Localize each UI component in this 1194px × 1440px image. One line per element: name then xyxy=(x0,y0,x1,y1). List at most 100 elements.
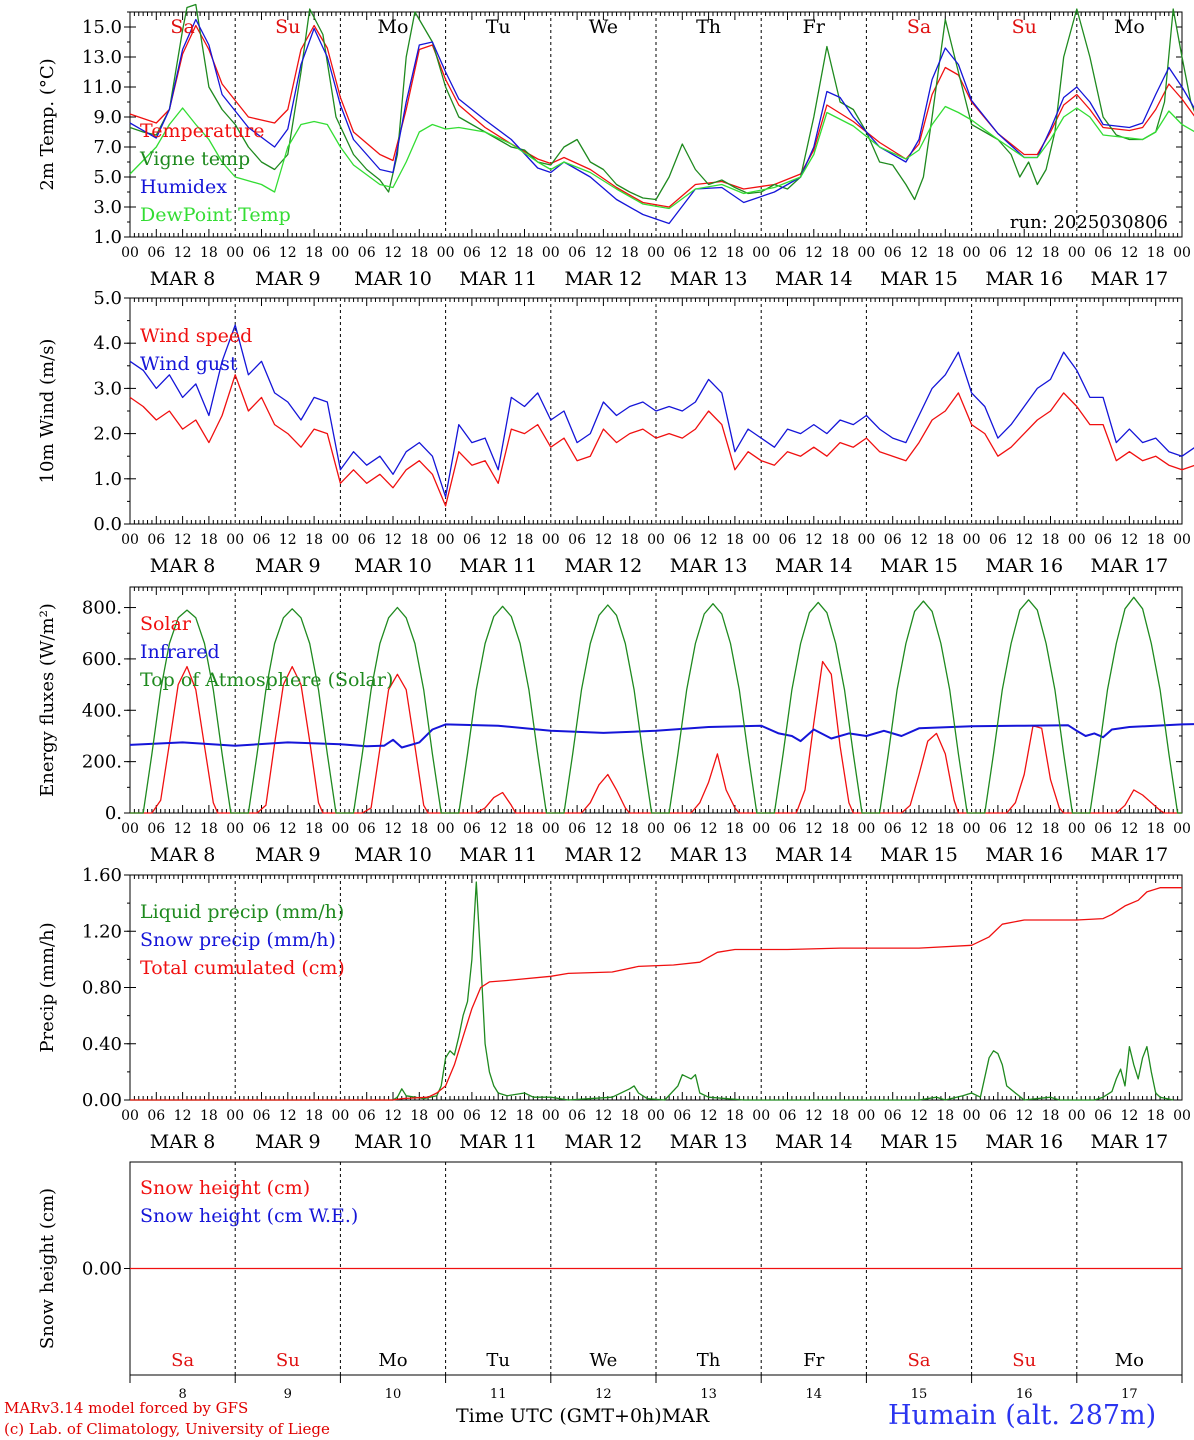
hour-label: 12 xyxy=(910,245,928,261)
hour-label: 06 xyxy=(147,532,165,548)
hour-label: 12 xyxy=(1015,532,1033,548)
series-line-red xyxy=(130,660,1182,814)
hour-label: 00 xyxy=(1068,1108,1086,1124)
hour-label: 18 xyxy=(516,821,534,837)
hour-label: 00 xyxy=(963,821,981,837)
hour-label: 00 xyxy=(857,245,875,261)
hour-label: 12 xyxy=(279,245,297,261)
hour-label: 00 xyxy=(226,1108,244,1124)
hour-label: 06 xyxy=(568,245,586,261)
hour-label: 06 xyxy=(253,532,271,548)
hour-label: 06 xyxy=(1094,245,1112,261)
hour-label: 12 xyxy=(1120,245,1138,261)
hour-label: 18 xyxy=(621,245,639,261)
month-label: MAR 14 xyxy=(775,1131,853,1153)
hour-label: 06 xyxy=(779,245,797,261)
hour-label: 12 xyxy=(805,532,823,548)
hour-label: 00 xyxy=(121,1108,139,1124)
legend-entry: Snow height (cm) xyxy=(140,1177,310,1199)
day-name: Mo xyxy=(1114,16,1145,38)
hour-label: 00 xyxy=(963,245,981,261)
month-label: MAR 14 xyxy=(775,555,853,577)
hour-label: 00 xyxy=(963,1108,981,1124)
hour-label: 12 xyxy=(1015,245,1033,261)
hour-label: 12 xyxy=(489,1108,507,1124)
day-name: Su xyxy=(275,16,300,38)
hour-label: 00 xyxy=(752,1108,770,1124)
hour-label: 18 xyxy=(1042,821,1060,837)
month-label: MAR 16 xyxy=(985,1131,1063,1153)
panel-precip: 0.00 0.40 0.80 1.20 1.60 Precip (mm/h) Liquid … xyxy=(37,865,1191,1153)
series-line-green xyxy=(130,596,1182,814)
y-tick-label: 0.0 xyxy=(93,514,122,535)
hour-label: 00 xyxy=(1068,821,1086,837)
hour-label: 06 xyxy=(1094,1108,1112,1124)
hour-label: 06 xyxy=(673,821,691,837)
day-number: 11 xyxy=(490,1387,507,1402)
hour-label: 18 xyxy=(831,1108,849,1124)
y-tick-label: 800. xyxy=(82,598,122,619)
hour-label: 00 xyxy=(857,821,875,837)
hour-label: 12 xyxy=(174,1108,192,1124)
month-label: MAR 11 xyxy=(459,555,537,577)
day-name: Mo xyxy=(378,1350,407,1371)
month-label: MAR 9 xyxy=(255,268,321,290)
hour-label: 18 xyxy=(410,245,428,261)
month-label: MAR 17 xyxy=(1091,268,1169,290)
month-label: MAR 13 xyxy=(670,555,748,577)
lab-credit: (c) Lab. of Climatology, University of L… xyxy=(4,1420,330,1438)
hour-label: 06 xyxy=(568,1108,586,1124)
day-number: 15 xyxy=(911,1387,928,1402)
y-tick-label: 9.0 xyxy=(93,107,122,128)
hour-label: 00 xyxy=(542,245,560,261)
day-name: Sa xyxy=(907,1350,930,1371)
hour-label: 00 xyxy=(1068,532,1086,548)
hour-label: 06 xyxy=(253,1108,271,1124)
month-label: MAR 9 xyxy=(255,555,321,577)
hour-label: 18 xyxy=(1042,1108,1060,1124)
hour-label: 00 xyxy=(437,1108,455,1124)
hour-label: 06 xyxy=(673,1108,691,1124)
hour-label: 12 xyxy=(174,245,192,261)
hour-ticks xyxy=(133,12,1179,237)
hour-label: 06 xyxy=(1094,532,1112,548)
hour-label: 06 xyxy=(253,821,271,837)
series-line-red xyxy=(129,374,1194,507)
hour-label: 00 xyxy=(542,532,560,548)
hour-label: 18 xyxy=(200,532,218,548)
hour-label: 00 xyxy=(331,821,349,837)
y-tick-label: 0.80 xyxy=(82,978,122,999)
day-name: Su xyxy=(1012,16,1037,38)
y-axis-label: 10m Wind (m/s) xyxy=(37,339,58,484)
day-number: 10 xyxy=(385,1387,402,1402)
hour-label: 00 xyxy=(752,245,770,261)
hour-label: 06 xyxy=(779,1108,797,1124)
day-name: We xyxy=(589,16,618,38)
panel-wind: 0.0 1.0 2.0 3.0 4.0 5.0 10m Wind (m/s) Wind spe… xyxy=(37,288,1194,577)
y-tick-label: 1.60 xyxy=(82,865,122,886)
hour-label: 18 xyxy=(831,245,849,261)
time-axis-label: Time UTC (GMT+0h)MAR xyxy=(456,1405,710,1427)
hour-label: 06 xyxy=(779,821,797,837)
hour-label: 12 xyxy=(384,1108,402,1124)
legend-entry: DewPoint Temp xyxy=(140,204,291,226)
legend-entry: Infrared xyxy=(140,641,220,663)
day-number: 12 xyxy=(595,1387,612,1402)
month-label: MAR 15 xyxy=(880,555,958,577)
day-number: 16 xyxy=(1016,1387,1033,1402)
hour-label: 18 xyxy=(831,532,849,548)
hour-label: 06 xyxy=(673,245,691,261)
hour-label: 06 xyxy=(358,1108,376,1124)
hour-label: 00 xyxy=(121,821,139,837)
month-label: MAR 12 xyxy=(565,1131,643,1153)
day-name: Mo xyxy=(378,16,409,38)
hour-label: 06 xyxy=(147,245,165,261)
y-axis-label: Precip (mm/h) xyxy=(37,922,58,1052)
month-label: MAR 16 xyxy=(985,268,1063,290)
y-tick-label: 5.0 xyxy=(93,167,122,188)
hour-label: 12 xyxy=(279,821,297,837)
day-name: Fr xyxy=(803,16,826,38)
hour-label: 12 xyxy=(594,532,612,548)
station-name: Humain (alt. 287m) xyxy=(888,1400,1157,1431)
